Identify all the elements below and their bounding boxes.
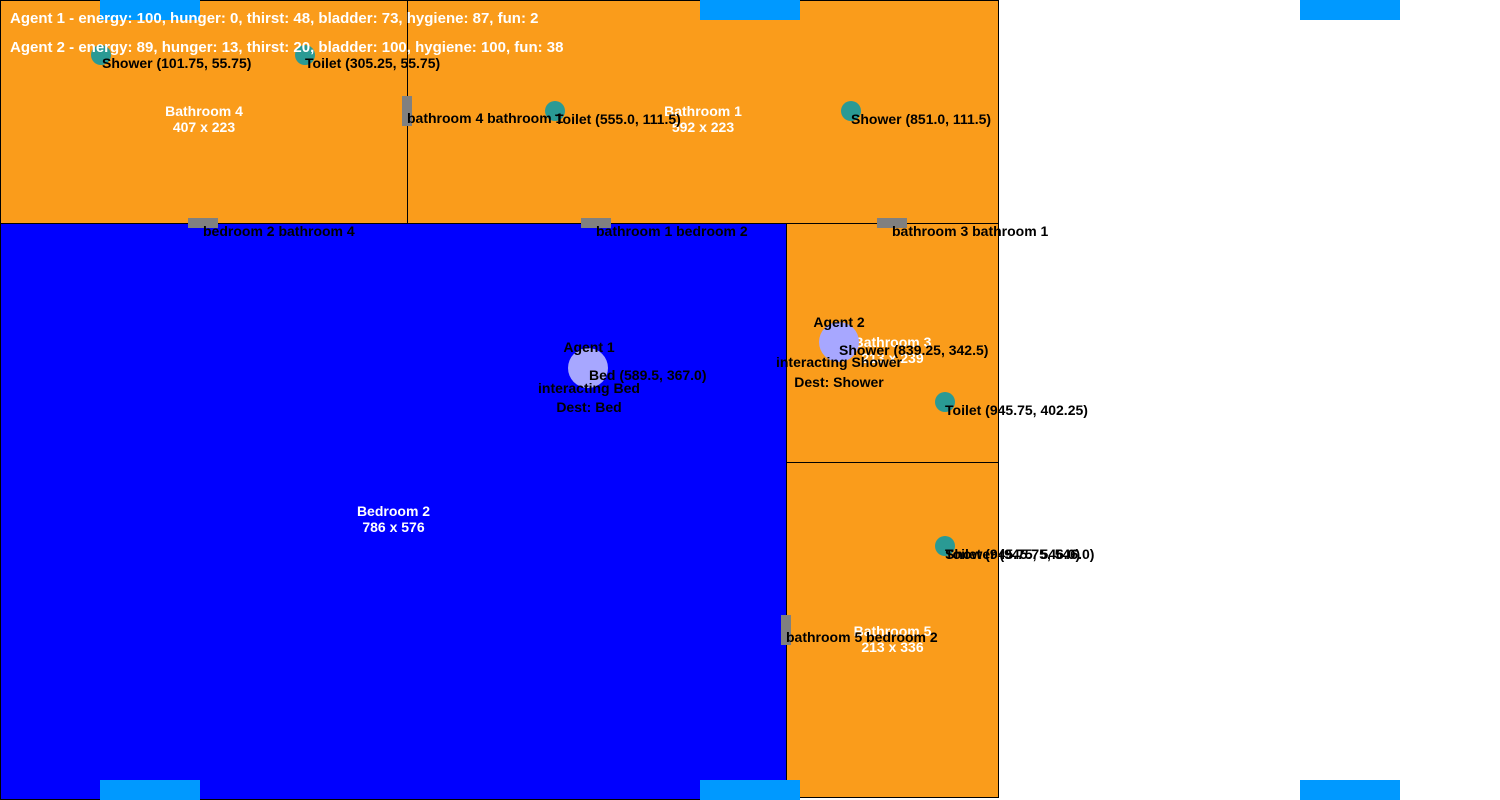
object-label: Toilet (555.0, 111.5) [555,111,681,127]
room-name: Bathroom 3 [853,334,932,350]
window [100,0,200,20]
object-label: Shower (945.75, 546.0) [945,546,1095,562]
room-size: 213 x 336 [861,639,924,655]
door-bathroom4-bathroom1[interactable] [402,96,412,126]
window [100,780,200,800]
room-bathroom-1: Bathroom 1 592 x 223 [407,0,999,224]
agent-1-marker[interactable] [568,348,608,388]
room-name: Bathroom 1 [664,103,742,119]
toilet-b1-dot[interactable] [545,101,565,121]
shower-b4-dot[interactable] [91,45,111,65]
agent-2-action: interacting Shower [775,354,903,370]
agent-1-destination: Dest: Bed [556,399,622,415]
agent-1-action: interacting Bed [538,380,640,396]
agent-2-destination: Dest: Shower [794,374,884,390]
room-size: 213 x 239 [861,350,924,366]
object-label: Shower (851.0, 111.5) [851,111,992,127]
room-bathroom-5: Bathroom 5 213 x 336 [786,462,999,798]
toilet-b4-dot[interactable] [295,45,315,65]
agent-2-marker[interactable] [819,322,859,362]
agent-2-status: Agent 2 - energy: 89, hunger: 13, thirst… [10,39,564,56]
room-size: 407 x 223 [172,119,236,135]
toilet-shower-b5-dot[interactable] [935,536,955,556]
toilet-b3-dot[interactable] [935,392,955,412]
door-bathroom5-bedroom2[interactable] [781,615,791,645]
room-bathroom-3: Bathroom 3 213 x 239 [786,223,999,463]
door-label: bathroom 1 bedroom 2 [596,223,748,239]
room-name: Bathroom 5 [853,623,932,639]
door-label: bedroom 2 bathroom 4 [203,223,355,239]
door-bedroom2-bathroom4[interactable] [188,218,218,228]
agent-2-name: Agent 2 [813,314,865,330]
door-label: bathroom 5 bedroom 2 [786,629,938,645]
window [1300,0,1400,20]
room-bedroom-2: Bedroom 2 786 x 576 [0,223,787,800]
room-size: 786 x 576 [362,519,425,535]
shower-b1-dot[interactable] [841,101,861,121]
object-label: Toilet (305.25, 55.75) [305,55,441,71]
door-bathroom1-bedroom2[interactable] [581,218,611,228]
room-bathroom-4: Bathroom 4 407 x 223 [0,0,408,224]
object-label: Shower (839.25, 342.5) [839,342,989,358]
room-name: Bedroom 2 [356,503,431,519]
object-label: Shower (101.75, 55.75) [102,55,252,71]
room-size: 592 x 223 [671,119,735,135]
room-name: Bathroom 4 [165,103,243,119]
agent-1-status: Agent 1 - energy: 100, hunger: 0, thirst… [10,10,539,27]
window [700,780,800,800]
object-label: Bed (589.5, 367.0) [589,367,707,383]
object-label: Toilet (945.75, 546.0) [945,546,1081,562]
door-bathroom3-bathroom1[interactable] [877,218,907,228]
agent-1-name: Agent 1 [563,339,615,355]
object-label: Toilet (945.75, 402.25) [945,402,1088,418]
door-label: bathroom 4 bathroom 1 [407,110,564,126]
door-label: bathroom 3 bathroom 1 [892,223,1049,239]
window [700,0,800,20]
window [1300,780,1400,800]
